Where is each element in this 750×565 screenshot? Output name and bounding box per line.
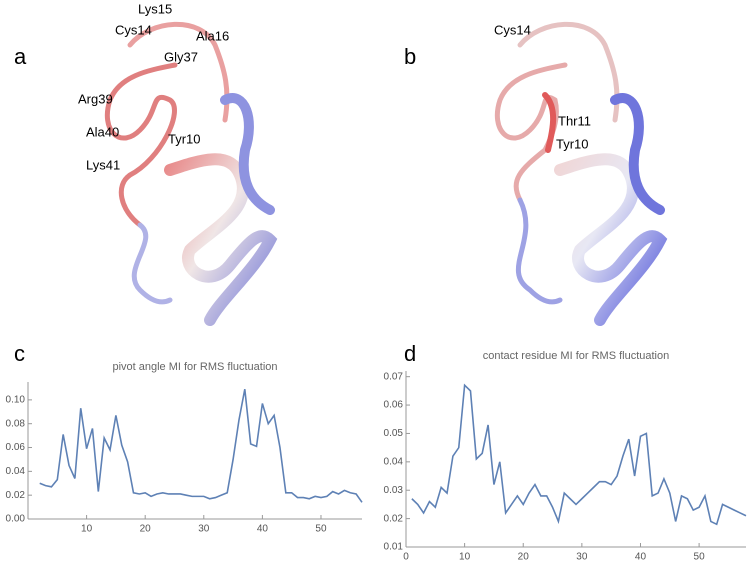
panel-label: d [404, 341, 416, 366]
y-tick-label: 0.06 [384, 400, 404, 411]
y-tick-label: 0.03 [384, 485, 404, 496]
residue-label: Gly37 [164, 49, 198, 64]
panel-label: a [14, 44, 27, 69]
ribbon [494, 62, 568, 203]
x-tick-label: 50 [315, 524, 327, 535]
x-tick-label: 40 [635, 552, 647, 563]
y-tick-label: 0.06 [6, 442, 26, 453]
y-tick-label: 0.08 [6, 418, 26, 429]
residue-label: Cys14 [494, 22, 531, 37]
x-tick-label: 30 [198, 524, 210, 535]
data-line [411, 383, 747, 526]
ribbon [127, 21, 230, 123]
ribbon [164, 153, 278, 326]
residue-label: Ala40 [86, 124, 119, 139]
x-tick-label: 20 [140, 524, 152, 535]
y-tick-label: 0.02 [384, 513, 404, 524]
y-tick-label: 0.04 [6, 466, 26, 477]
y-tick-label: 0.02 [6, 490, 26, 501]
x-tick-label: 40 [257, 524, 269, 535]
y-tick-label: 0.00 [6, 514, 26, 525]
x-tick-label: 10 [81, 524, 93, 535]
residue-label: Tyr10 [556, 136, 589, 151]
y-tick-label: 0.07 [384, 371, 404, 382]
y-tick-label: 0.10 [6, 395, 26, 406]
ribbon [104, 62, 178, 228]
x-tick-label: 30 [576, 552, 588, 563]
residue-label: Ala16 [196, 28, 229, 43]
x-tick-label: 0 [403, 552, 409, 563]
x-tick-label: 50 [694, 552, 706, 563]
residue-label: Lys15 [138, 1, 172, 16]
panel-label: b [404, 44, 416, 69]
ribbon [516, 197, 563, 305]
residue-label: Cys14 [115, 22, 152, 37]
structure-a [104, 21, 278, 326]
ribbon [610, 93, 665, 215]
ribbon [554, 153, 668, 326]
y-tick-label: 0.05 [384, 428, 404, 439]
ribbon [517, 21, 620, 123]
ribbon [220, 93, 275, 215]
data-line [39, 388, 363, 503]
ribbon [131, 222, 173, 305]
y-tick-label: 0.01 [384, 542, 404, 553]
x-tick-label: 20 [518, 552, 530, 563]
residue-label: Lys41 [86, 157, 120, 172]
ribbon [542, 92, 557, 153]
residue-label: Arg39 [78, 91, 113, 106]
y-tick-label: 0.04 [384, 456, 404, 467]
structure-b [494, 21, 668, 326]
residue-label: Thr11 [558, 113, 591, 128]
x-tick-label: 10 [459, 552, 471, 563]
chart-title: contact residue MI for RMS fluctuation [483, 350, 669, 362]
panel-label: c [14, 341, 25, 366]
residue-label: Tyr10 [168, 131, 201, 146]
chart-title: pivot angle MI for RMS fluctuation [112, 361, 277, 373]
